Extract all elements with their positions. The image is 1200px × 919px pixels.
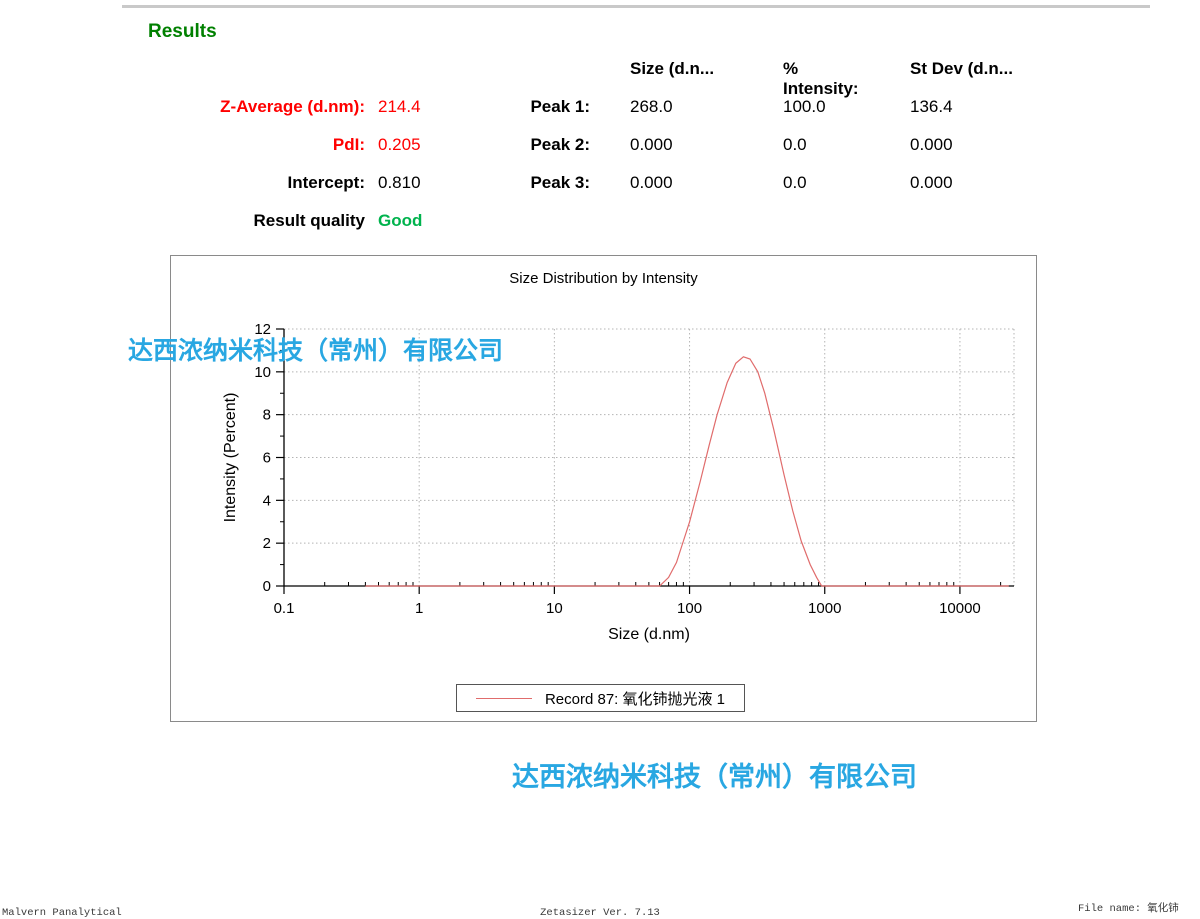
svg-text:1000: 1000: [808, 600, 841, 617]
plot-svg: 0 2 4 6 8 10 12 0.1 1 10 100 1000 10000 Size (d.nm) In…: [222, 321, 1015, 643]
pdi-label: PdI:: [332, 135, 365, 154]
legend-line-sample: [475, 697, 532, 699]
watermark-top: 达西浓纳米科技（常州）有限公司: [128, 336, 504, 365]
footer-left: Malvern Panalytical www.malvernpanalytic…: [2, 873, 166, 919]
pdi-value: 0.205: [378, 135, 421, 154]
peaks-header-size: Size (d.n...: [630, 59, 715, 78]
stat-row-result-quality: Result quality Good: [120, 211, 423, 249]
svg-text:6: 6: [263, 450, 271, 467]
svg-text:10: 10: [546, 600, 563, 617]
peak1-label: Peak 1:: [530, 97, 590, 116]
stat-row-pdi: PdI: 0.205: [120, 135, 422, 173]
svg-text:4: 4: [263, 492, 271, 509]
peaks-table: Size (d.n... % Intensity: St Dev (d.n...…: [470, 59, 1030, 211]
size-distribution-chart: Size Distribution by Intensity 0 2 4 6 8 10 12…: [170, 255, 1037, 722]
z-average-label: Z-Average (d.nm):: [220, 97, 365, 116]
peak3-stdev: 0.000: [910, 173, 953, 192]
watermark-bottom: 达西浓纳米科技（常州）有限公司: [512, 762, 917, 793]
peak1-intensity: 100.0: [783, 97, 826, 116]
intercept-value: 0.810: [378, 173, 421, 192]
peaks-header-stdev: St Dev (d.n...: [910, 59, 1013, 78]
footer-center: Zetasizer Ver. 7.13 Serial Number : MAL1…: [450, 873, 750, 919]
stats-table: Z-Average (d.nm): 214.4 PdI: 0.205 Inter…: [120, 97, 422, 249]
peaks-corner-cell: [470, 59, 590, 97]
legend-label: Record 87: 氧化铈抛光液 1: [544, 690, 726, 708]
peak3-label: Peak 3:: [530, 173, 590, 192]
svg-text:10000: 10000: [939, 600, 981, 617]
peak1-size: 268.0: [630, 97, 673, 116]
footer-right: File name: 氧化铈 Record Number: 87 15 8月 2…: [1078, 871, 1200, 919]
result-quality-label: Result quality: [253, 211, 365, 230]
axis-titles: Size (d.nm) Intensity (Percent): [222, 393, 690, 643]
axis-ticks: [276, 328, 1002, 594]
svg-text:0.1: 0.1: [274, 600, 295, 617]
peak3-size: 0.000: [630, 173, 673, 192]
peak3-intensity: 0.0: [783, 173, 807, 192]
gridlines: [284, 328, 1015, 586]
svg-text:10: 10: [254, 364, 271, 381]
curve-record-87: [365, 356, 1009, 587]
result-quality-value: Good: [378, 211, 423, 230]
svg-text:2: 2: [263, 535, 271, 552]
intercept-label: Intercept:: [287, 173, 365, 192]
svg-text:0: 0: [263, 578, 271, 595]
peak2-size: 0.000: [630, 135, 673, 154]
chart-legend: Record 87: 氧化铈抛光液 1: [456, 684, 745, 712]
results-heading: Results: [148, 21, 217, 42]
chart-title: Size Distribution by Intensity: [509, 270, 698, 287]
footer-software-version: Zetasizer Ver. 7.13: [540, 907, 660, 919]
peak2-label: Peak 2:: [530, 135, 590, 154]
svg-text:100: 100: [677, 600, 702, 617]
top-divider: [122, 5, 1150, 8]
svg-text:Intensity (Percent): Intensity (Percent): [222, 393, 239, 523]
peak2-stdev: 0.000: [910, 135, 953, 154]
svg-text:1: 1: [415, 600, 423, 617]
footer-file-name: File name: 氧化铈: [1078, 903, 1179, 915]
peak1-stdev: 136.4: [910, 97, 953, 116]
svg-text:Size (d.nm): Size (d.nm): [608, 626, 690, 643]
svg-text:12: 12: [254, 321, 271, 338]
y-tick-labels: 0 2 4 6 8 10 12: [254, 321, 271, 595]
x-tick-labels: 0.1 1 10 100 1000 10000: [274, 600, 981, 617]
stat-row-z-average: Z-Average (d.nm): 214.4: [120, 97, 422, 135]
peak2-intensity: 0.0: [783, 135, 807, 154]
footer-company: Malvern Panalytical: [2, 907, 122, 919]
z-average-value: 214.4: [378, 97, 421, 116]
svg-text:8: 8: [263, 407, 271, 424]
stat-row-intercept: Intercept: 0.810: [120, 173, 422, 211]
peaks-header-intensity: % Intensity:: [783, 59, 859, 98]
